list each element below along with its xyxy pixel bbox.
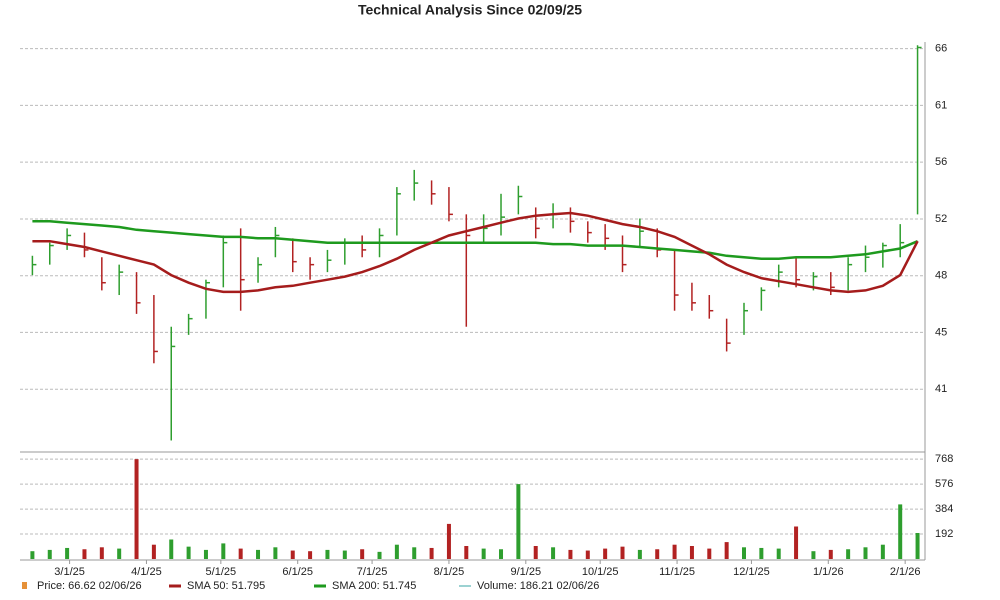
volume-bar xyxy=(846,549,851,559)
legend-label: Price: 66.62 02/06/26 xyxy=(37,580,142,592)
volume-bar xyxy=(689,546,694,559)
volume-bar xyxy=(898,504,903,559)
volume-bar xyxy=(360,549,365,559)
volume-bar xyxy=(412,547,417,559)
volume-bar xyxy=(863,547,868,559)
volume-bar xyxy=(742,547,746,559)
volume-bar xyxy=(117,548,122,559)
x-tick-label: 3/1/25 xyxy=(54,566,85,578)
x-tick-label: 9/1/25 xyxy=(511,566,542,578)
x-tick-label: 2/1/26 xyxy=(890,566,921,578)
y-tick-label: 45 xyxy=(935,326,947,338)
volume-bar xyxy=(377,551,382,559)
volume-bar xyxy=(82,549,87,559)
y2-tick-label: 768 xyxy=(935,453,953,465)
volume-bar xyxy=(655,549,660,559)
x-tick-label: 7/1/25 xyxy=(357,566,388,578)
volume-bar xyxy=(776,548,781,559)
x-tick-label: 6/1/25 xyxy=(282,566,313,578)
volume-bar xyxy=(811,551,816,559)
volume-bar xyxy=(429,547,434,559)
volume-bar xyxy=(516,484,521,559)
volume-bar xyxy=(585,550,590,559)
volume-bar xyxy=(290,550,295,559)
volume-bar xyxy=(238,548,243,559)
volume-bar xyxy=(203,549,208,559)
volume-bar xyxy=(342,550,347,559)
y-tick-label: 48 xyxy=(935,270,947,282)
volume-bar xyxy=(256,549,261,559)
x-tick-label: 12/1/25 xyxy=(733,566,770,578)
x-tick-label: 11/1/25 xyxy=(659,566,695,578)
volume-bar xyxy=(880,544,885,559)
x-tick-label: 10/1/25 xyxy=(582,566,619,578)
volume-bar xyxy=(394,544,399,559)
volume-bar xyxy=(620,546,625,559)
y2-tick-label: 384 xyxy=(935,503,953,515)
y2-tick-label: 576 xyxy=(935,478,953,490)
legend-label: SMA 50: 51.795 xyxy=(187,580,265,592)
sma200-line xyxy=(32,220,919,260)
volume-bar xyxy=(551,547,556,559)
sma50-line xyxy=(32,211,919,294)
volume-bar xyxy=(759,547,764,559)
volume-bar xyxy=(99,547,104,559)
volume-bar xyxy=(707,548,712,559)
volume-bar xyxy=(533,546,538,559)
volume-bar xyxy=(169,539,174,559)
volume-bar xyxy=(186,546,191,559)
volume-bar xyxy=(794,526,799,559)
chart-title: Technical Analysis Since 02/09/25 xyxy=(358,2,582,18)
volume-bar xyxy=(47,549,52,559)
volume-bar xyxy=(30,551,35,559)
y-tick-label: 41 xyxy=(935,383,947,395)
x-tick-label: 4/1/25 xyxy=(131,566,162,578)
x-tick-label: 5/1/25 xyxy=(206,566,237,578)
legend-label: SMA 200: 51.745 xyxy=(332,580,416,592)
y2-tick-label: 192 xyxy=(935,528,953,540)
volume-bar xyxy=(151,544,156,559)
x-tick-label: 1/1/26 xyxy=(813,566,844,578)
volume-bar xyxy=(273,547,278,559)
volume-bar xyxy=(603,548,608,559)
volume-bar xyxy=(134,459,139,559)
y-tick-label: 56 xyxy=(935,156,947,168)
y-tick-label: 66 xyxy=(935,43,947,55)
y-tick-label: 52 xyxy=(935,213,947,225)
volume-bar xyxy=(464,546,469,559)
volume-bar xyxy=(568,549,573,559)
volume-bar xyxy=(308,551,313,559)
y-tick-label: 61 xyxy=(935,99,947,111)
volume-bar xyxy=(724,542,729,559)
volume-bar xyxy=(672,544,677,559)
volume-bar xyxy=(65,547,70,559)
volume-bar xyxy=(637,549,642,559)
volume-bar xyxy=(828,549,833,559)
volume-bar xyxy=(325,549,330,559)
x-tick-label: 8/1/25 xyxy=(434,566,465,578)
legend-label: Volume: 186.21 02/06/26 xyxy=(477,580,599,592)
volume-bar xyxy=(446,523,451,559)
volume-bar xyxy=(499,549,504,559)
volume-bar xyxy=(915,533,920,559)
volume-bar xyxy=(481,548,486,559)
legend-swatch xyxy=(22,582,27,589)
volume-bar xyxy=(221,543,226,559)
